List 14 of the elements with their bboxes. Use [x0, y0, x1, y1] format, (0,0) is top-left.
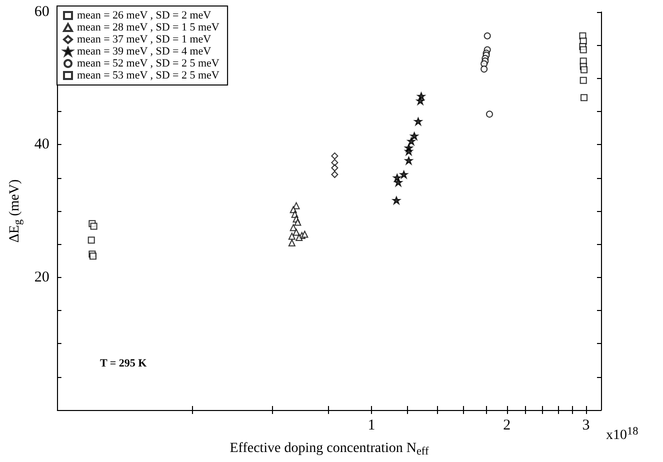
- legend-label: mean = 52 meV , SD = 2 5 meV: [77, 58, 220, 70]
- x-tick-label: 3: [582, 418, 590, 434]
- y-tick-label: 20: [34, 269, 50, 286]
- legend-label: mean = 28 meV , SD = 1 5 meV: [77, 22, 220, 34]
- legend-label: mean = 39 meV , SD = 4 meV: [77, 46, 212, 58]
- x-tick-label: 2: [503, 418, 511, 434]
- y-tick-label: 60: [34, 4, 50, 20]
- annotation: T = 295 K: [100, 358, 148, 370]
- legend-label: mean = 37 meV , SD = 1 meV: [77, 34, 212, 46]
- y-tick-label: 40: [34, 136, 50, 153]
- y-axis-title: ΔEg (meV): [8, 179, 24, 243]
- legend-label: mean = 53 meV , SD = 2 5 meV: [77, 70, 220, 82]
- legend-label: mean = 26 meV , SD = 2 meV: [77, 10, 212, 22]
- x-tick-label: 1: [368, 418, 376, 434]
